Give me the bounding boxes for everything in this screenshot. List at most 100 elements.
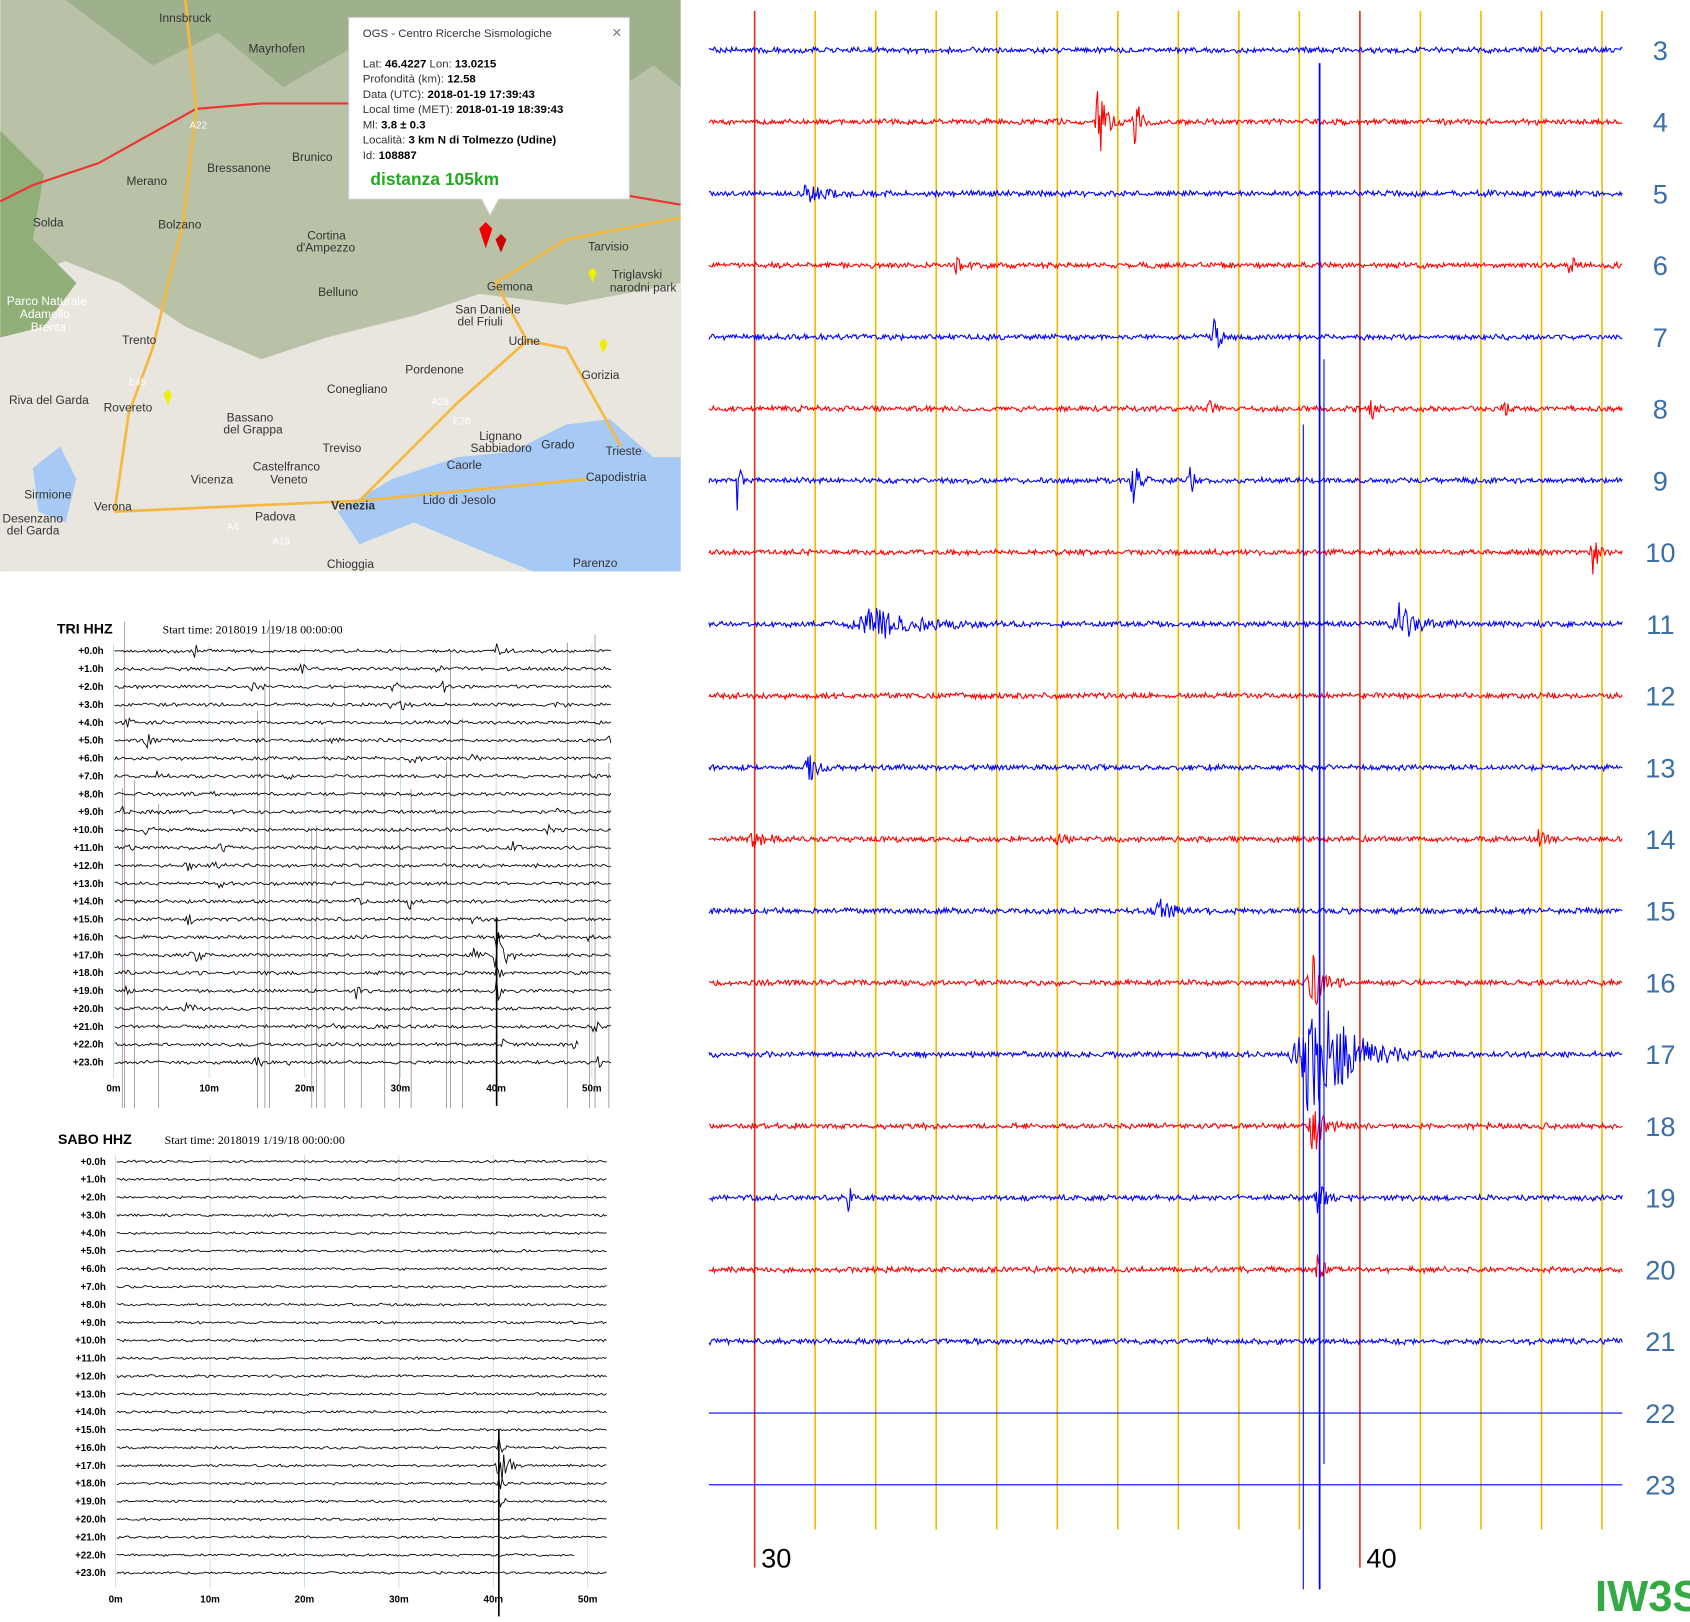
hour-label: +9.0h <box>81 1318 106 1329</box>
trace <box>708 1336 1623 1347</box>
minute-label: 30m <box>389 1594 409 1605</box>
trace <box>114 1001 612 1012</box>
trace <box>116 1302 607 1307</box>
hour-label: +12.0h <box>73 861 104 872</box>
minute-label: 10m <box>200 1594 220 1605</box>
hour-label: +19.0h <box>75 1497 106 1508</box>
trace <box>708 690 1623 702</box>
trace <box>114 733 612 750</box>
trace <box>116 1213 607 1218</box>
station: SABO HHZ <box>58 1131 132 1147</box>
trace <box>114 790 612 797</box>
trace <box>114 700 612 711</box>
row-label: 15 <box>1645 896 1675 927</box>
minute-label: 40m <box>484 1594 504 1605</box>
minute-label: 10m <box>199 1084 219 1095</box>
trace <box>116 1392 607 1397</box>
map-label: Brenta <box>31 320 67 334</box>
trace <box>116 1248 607 1253</box>
hour-label: +18.0h <box>73 968 104 979</box>
trace <box>116 1517 607 1522</box>
row-label: 8 <box>1653 394 1668 425</box>
trace <box>116 1497 607 1508</box>
map-label: Grado <box>541 437 575 451</box>
trace <box>114 662 612 674</box>
map-label: Chioggia <box>327 557 375 571</box>
map-label: Treviso <box>322 441 361 455</box>
road-label: A28 <box>431 397 449 408</box>
hour-label: +8.0h <box>78 789 103 800</box>
trace <box>114 717 612 728</box>
popup-line: Id: 108887 <box>363 150 417 162</box>
minute-label: 20m <box>295 1084 315 1095</box>
popup-line: Lat: 46.4227 Lon: 13.0215 <box>363 58 497 70</box>
trace <box>116 1478 607 1490</box>
close-button[interactable]: × <box>612 24 622 42</box>
trace <box>708 755 1623 781</box>
trace <box>114 823 612 836</box>
row-label: 13 <box>1645 752 1675 783</box>
row-label: 6 <box>1653 250 1668 281</box>
trace <box>114 1056 612 1069</box>
minute-label: 0m <box>106 1084 120 1095</box>
hour-label: +1.0h <box>78 664 103 675</box>
row-label: 11 <box>1646 609 1674 640</box>
trace <box>114 1038 579 1050</box>
trace <box>708 466 1623 511</box>
map-label: San Daniele <box>455 303 521 317</box>
hour-label: +13.0h <box>73 879 104 890</box>
trace <box>114 643 612 658</box>
trace <box>116 1338 607 1343</box>
road-label: A4 <box>227 522 240 533</box>
trace <box>114 977 612 1002</box>
hour-label: +7.0h <box>78 771 103 782</box>
map-label: Adamello <box>20 307 70 321</box>
map-label: Trento <box>122 333 156 347</box>
trace <box>708 91 1623 152</box>
hour-label: +6.0h <box>78 754 103 765</box>
row-label: 9 <box>1653 465 1668 496</box>
hour-label: +0.0h <box>81 1157 106 1168</box>
row-label: 5 <box>1653 178 1668 209</box>
map-label: del Garda <box>7 523 60 537</box>
row-label: 18 <box>1645 1111 1675 1142</box>
map-label: Lignano <box>479 429 522 443</box>
hour-label: +20.0h <box>75 1515 106 1526</box>
trace <box>116 1373 607 1379</box>
hour-label: +6.0h <box>81 1264 106 1275</box>
row-label: 21 <box>1645 1326 1675 1357</box>
map-label: Sabbiadoro <box>471 441 533 455</box>
road-label: E45 <box>129 377 147 388</box>
row-label: 20 <box>1645 1254 1675 1285</box>
popup-line: Local time (MET): 2018-01-19 18:39:43 <box>363 104 564 116</box>
hour-label: +19.0h <box>73 986 104 997</box>
minute-label: 20m <box>295 1594 315 1605</box>
hour-label: +0.0h <box>78 646 103 657</box>
hour-label: +14.0h <box>75 1407 106 1418</box>
map-label: Innsbruck <box>159 11 211 25</box>
hour-label: +1.0h <box>81 1175 106 1186</box>
hour-label: +15.0h <box>73 915 104 926</box>
minute-label: 40 <box>1366 1543 1396 1574</box>
map-label: Veneto <box>270 472 308 486</box>
row-label: 23 <box>1645 1470 1675 1501</box>
road-label: E70 <box>453 417 471 428</box>
map-label: Castelfranco <box>253 459 321 473</box>
trace <box>116 1266 607 1271</box>
trace <box>114 680 612 693</box>
map-label: d'Ampezzo <box>296 240 355 254</box>
map-label: Tarvisio <box>588 239 629 253</box>
map-label: Mayrhofen <box>248 41 305 55</box>
trace <box>114 840 612 853</box>
minute-label: 50m <box>582 1084 602 1095</box>
trace <box>708 602 1623 639</box>
start-time: Start time: 2018019 1/19/18 00:00:00 <box>165 1133 345 1147</box>
hour-label: +2.0h <box>81 1193 106 1204</box>
hour-label: +22.0h <box>73 1040 104 1051</box>
hour-label: +17.0h <box>75 1461 106 1472</box>
trace <box>114 914 612 926</box>
row-label: 22 <box>1645 1398 1675 1429</box>
trace <box>116 1284 607 1289</box>
hour-label: +5.0h <box>81 1246 106 1257</box>
